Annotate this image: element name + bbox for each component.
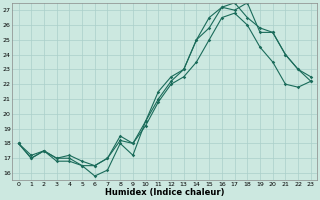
X-axis label: Humidex (Indice chaleur): Humidex (Indice chaleur): [105, 188, 224, 197]
